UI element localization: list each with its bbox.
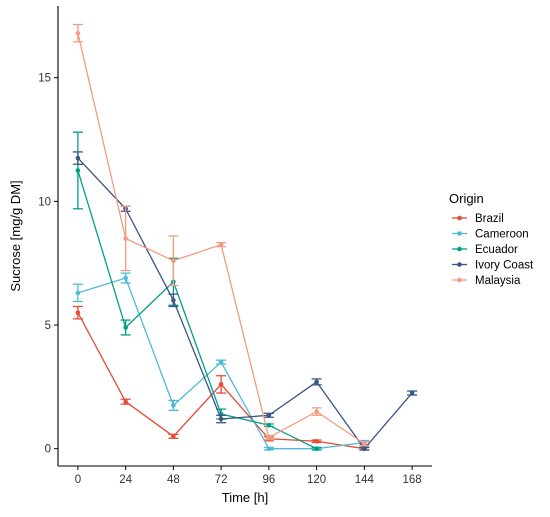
y-tick-label: 0 <box>45 444 51 456</box>
series-ecuador <box>72 131 322 451</box>
x-axis-title: Time [h] <box>222 490 268 505</box>
y-tick-label: 5 <box>45 320 51 332</box>
legend-item: Malaysia <box>452 275 521 287</box>
x-tick-label: 120 <box>307 474 326 486</box>
x-ticks-group: 0 24 48 72 96 120 144 168 <box>75 466 422 486</box>
data-point <box>314 409 319 414</box>
data-point <box>362 446 367 451</box>
data-point <box>171 258 176 264</box>
data-point <box>362 441 367 447</box>
legend-label: Ivory Coast <box>475 260 534 272</box>
data-point <box>123 399 128 404</box>
series-line-ivory-coast <box>77 157 413 450</box>
data-point <box>75 155 81 161</box>
y-tick-label: 10 <box>38 196 51 208</box>
series-ivory-coast <box>72 151 418 451</box>
data-point <box>75 310 81 315</box>
data-point <box>266 422 272 428</box>
legend-key-point <box>457 215 462 221</box>
data-point <box>123 236 128 241</box>
series-brazil <box>72 305 370 451</box>
legend-title: Origin <box>449 191 484 206</box>
data-point <box>218 242 224 247</box>
series-group <box>72 23 418 451</box>
y-axis-title: Sucrose [mg/g DM] <box>8 180 23 291</box>
legend-label: Brazil <box>475 213 504 225</box>
x-tick-label: 96 <box>262 474 275 486</box>
x-tick-label: 48 <box>167 474 180 486</box>
legend-item: Ivory Coast <box>452 260 534 272</box>
data-point <box>409 390 415 396</box>
series-line-ecuador <box>77 170 317 450</box>
legend-label: Cameroon <box>475 229 529 241</box>
legend-item: Brazil <box>452 213 504 225</box>
data-point <box>218 382 224 387</box>
data-point <box>171 298 176 303</box>
data-point <box>75 30 81 36</box>
legend: Origin Brazil Cameroon Ecuador Ivory Coast M… <box>449 191 534 287</box>
data-point <box>75 290 81 296</box>
x-tick-label: 0 <box>75 474 81 486</box>
legend-key-point <box>457 277 462 283</box>
data-point <box>218 359 224 365</box>
x-tick-label: 168 <box>403 474 422 486</box>
x-tick-label: 24 <box>119 474 132 486</box>
legend-label: Malaysia <box>475 275 521 287</box>
axes-group <box>57 6 432 467</box>
legend-item: Cameroon <box>452 229 529 241</box>
legend-key-point <box>457 262 462 267</box>
x-tick-label: 144 <box>355 474 375 486</box>
data-point <box>218 416 224 422</box>
legend-label: Ecuador <box>475 244 518 256</box>
legend-key-point <box>457 246 462 252</box>
data-point <box>314 446 319 451</box>
x-tick-label: 72 <box>215 474 228 486</box>
data-point <box>123 275 128 281</box>
data-point <box>314 438 319 444</box>
data-point <box>266 446 272 451</box>
data-point <box>171 434 176 439</box>
y-tick-label: 15 <box>38 73 51 85</box>
y-ticks-group: 0 5 10 15 <box>38 73 58 456</box>
legend-key-point <box>457 231 462 236</box>
data-point <box>266 413 272 418</box>
legend-item: Ecuador <box>452 244 518 256</box>
data-point <box>266 435 272 440</box>
data-point <box>123 325 128 330</box>
data-point <box>171 403 176 408</box>
data-point <box>75 168 81 173</box>
data-point <box>314 379 319 385</box>
series-malaysia <box>72 23 370 447</box>
